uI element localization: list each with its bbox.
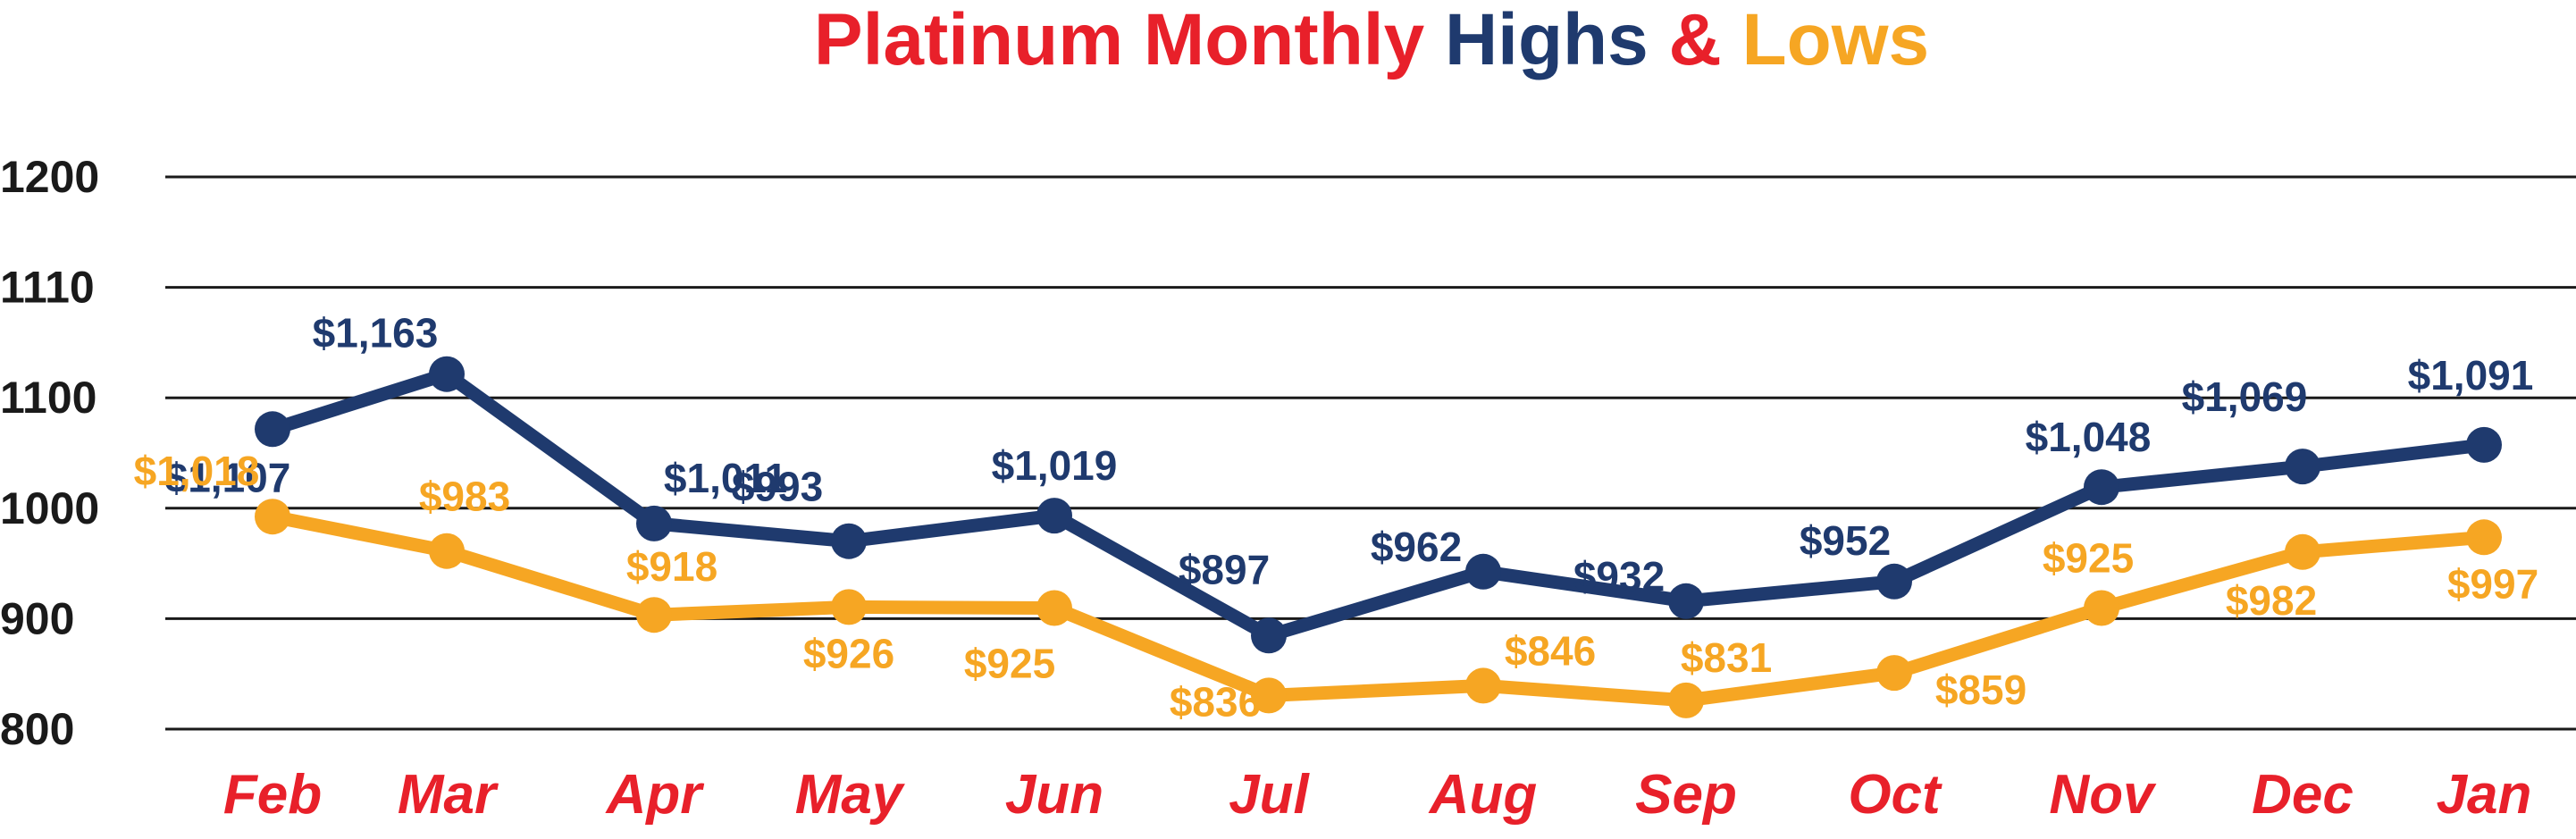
title-part-0: Platinum Monthly xyxy=(814,0,1445,80)
lows-point xyxy=(1465,667,1501,704)
highs-point xyxy=(1465,553,1501,590)
title-part-3: Lows xyxy=(1742,0,1930,80)
data-labels: $1,107 $1,163 $1,011$993 $1,019 $897 $962 $932… xyxy=(134,310,2539,726)
title-part-1: Highs xyxy=(1445,0,1669,80)
x-tick-label: Nov xyxy=(2049,764,2157,826)
lows-data-label: $926 xyxy=(803,630,894,676)
y-tick-label: 1000 xyxy=(0,483,99,533)
y-tick-label: 1110 xyxy=(0,263,95,313)
highs-data-label: $897 xyxy=(1179,546,1270,592)
y-tick-label: 900 xyxy=(0,593,74,643)
lows-point xyxy=(255,499,290,535)
lows-data-label: $859 xyxy=(1935,667,2026,713)
lows-point xyxy=(636,597,672,633)
highs-point xyxy=(636,505,672,541)
lows-data-label: $997 xyxy=(2447,560,2538,607)
lows-point xyxy=(2285,533,2320,570)
x-tick-label: Apr xyxy=(605,764,705,826)
lows-data-label: $925 xyxy=(964,641,1055,687)
series xyxy=(255,356,2502,718)
lows-data-label: $925 xyxy=(2043,535,2134,582)
lows-data-label: $983 xyxy=(419,474,510,520)
highs-line xyxy=(265,367,2491,642)
y-tick-label: 1200 xyxy=(0,152,99,202)
highs-data-label: $1,163 xyxy=(313,310,439,357)
chart-title: Platinum Monthly Highs & Lows xyxy=(814,0,1929,80)
lows-point xyxy=(831,589,867,625)
x-tick-label: Aug xyxy=(1428,764,1538,826)
x-tick-label: Mar xyxy=(398,764,499,826)
lows-data-label: $846 xyxy=(1505,627,1596,674)
x-tick-label: May xyxy=(795,764,906,826)
y-tick-label: 800 xyxy=(0,704,74,754)
highs-data-label: $952 xyxy=(1800,517,1891,564)
x-tick-label: Oct xyxy=(1848,764,1942,826)
x-tick-label: Sep xyxy=(1635,764,1737,826)
highs-point xyxy=(255,411,290,448)
highs-data-label: $1,019 xyxy=(992,442,1118,489)
highs-point xyxy=(1251,617,1287,654)
y-tick-label: 1100 xyxy=(0,373,96,423)
grid xyxy=(165,175,2576,731)
highs-point xyxy=(2466,426,2502,463)
highs-point xyxy=(1036,498,1072,534)
x-tick-label: Jan xyxy=(2437,764,2532,826)
x-tick-label: Feb xyxy=(223,764,322,826)
y-axis-ticks: 1200 1110 1100 1000 900 800 xyxy=(0,152,99,754)
lows-point xyxy=(1668,682,1704,718)
lows-data-label: $918 xyxy=(626,543,717,590)
highs-data-label: $993 xyxy=(732,464,823,510)
highs-data-label: $1,069 xyxy=(2182,373,2308,420)
highs-data-label: $962 xyxy=(1371,524,1462,570)
lows-data-label: $1,018 xyxy=(134,448,260,494)
highs-point xyxy=(1876,563,1912,600)
highs-data-label: $1,107 xyxy=(165,454,291,500)
x-axis-ticks: Feb Mar Apr May Jun Jul Aug Sep Oct Nov Dec Jan xyxy=(223,764,2532,826)
lows-line xyxy=(265,509,2491,708)
x-tick-label: Jun xyxy=(1005,764,1103,826)
highs-data-label: $1,048 xyxy=(2026,414,2152,460)
lows-point xyxy=(2466,519,2502,556)
title-part-2: & xyxy=(1669,0,1742,80)
lows-point xyxy=(2084,590,2119,626)
lows-point xyxy=(429,533,465,569)
x-tick-label: Dec xyxy=(2252,764,2354,826)
lows-data-label: $831 xyxy=(1681,634,1772,681)
lows-data-label: $836 xyxy=(1170,678,1261,725)
highs-point xyxy=(429,356,465,392)
lows-point xyxy=(1251,677,1287,714)
highs-point xyxy=(1668,583,1704,619)
x-tick-label: Jul xyxy=(1229,764,1310,826)
highs-data-label: $932 xyxy=(1573,553,1665,600)
highs-point xyxy=(831,523,867,559)
highs-data-label: $1,091 xyxy=(2408,352,2534,399)
highs-point xyxy=(2084,469,2119,506)
lows-point xyxy=(1876,655,1912,692)
lows-data-label: $982 xyxy=(2226,577,2317,624)
highs-point xyxy=(2285,449,2320,485)
highs-data-label: $1,011 xyxy=(664,455,787,501)
lows-point xyxy=(1036,590,1072,626)
